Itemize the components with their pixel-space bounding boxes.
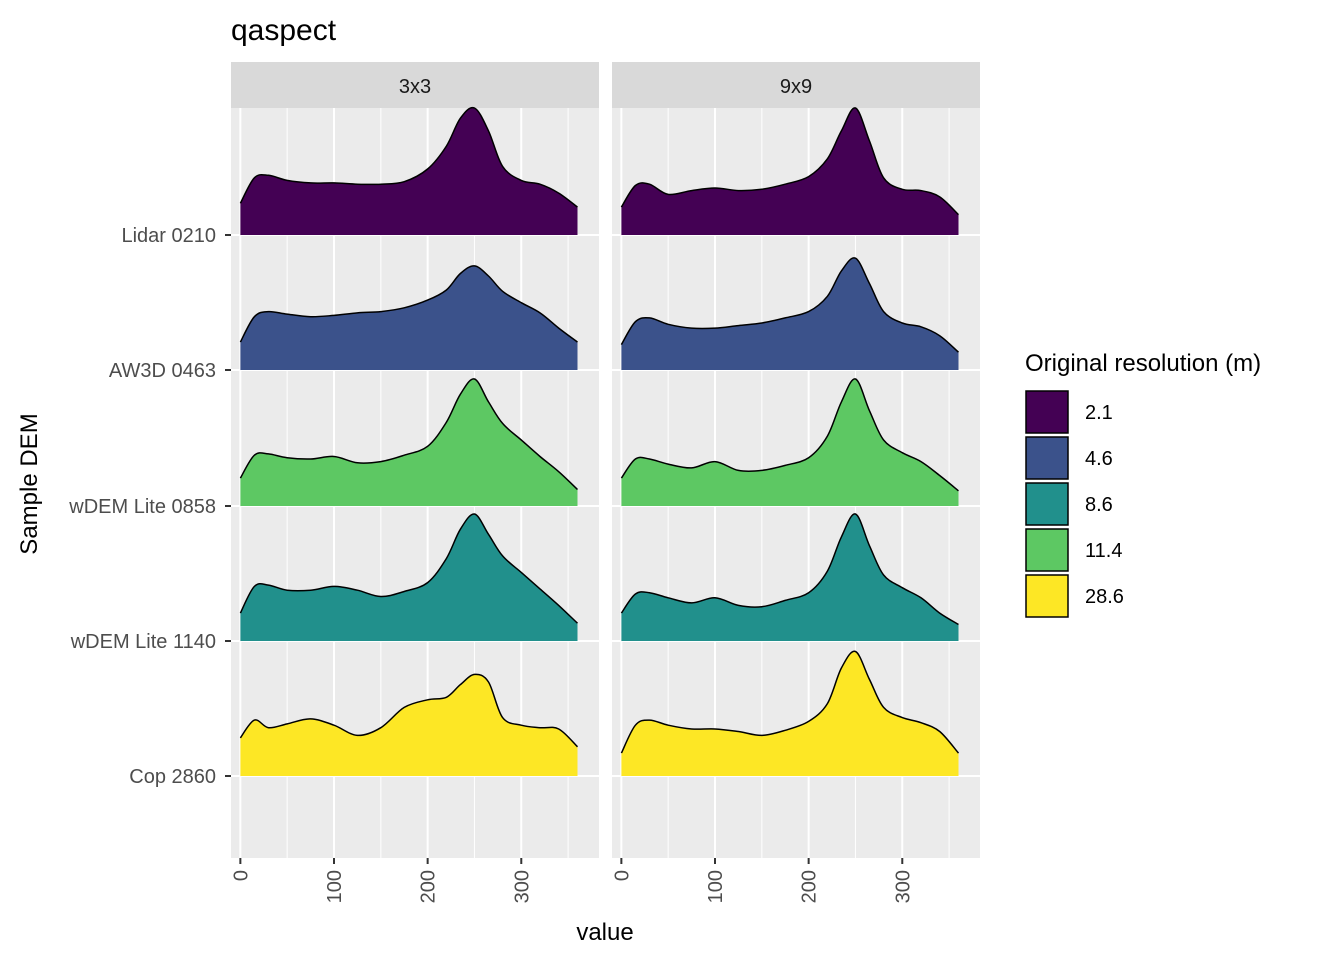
ridge-aw3d-0463-3x3	[240, 265, 578, 370]
ridge-outline	[239, 106, 578, 208]
x-tick-label: 300	[511, 870, 533, 903]
panel-3x3: 3x3	[231, 62, 599, 858]
legend: Original resolution (m) 2.1 4.6 8.6 11.4 28.…	[1025, 350, 1261, 618]
ridge-wdem-lite-1140-9x9	[621, 513, 959, 641]
y-axis-title: Sample DEM	[16, 413, 43, 554]
x-tick-label: 0	[611, 870, 633, 881]
ridge-outline	[620, 378, 959, 492]
legend-label: 4.6	[1085, 448, 1113, 470]
chart-title: qaspect	[231, 14, 337, 47]
x-tick-label: 100	[324, 870, 346, 903]
y-tick-label: Lidar 0210	[121, 225, 216, 247]
facet-strip	[231, 62, 599, 108]
legend-key	[1025, 390, 1069, 434]
ridge-outline	[620, 650, 960, 754]
ridge-outline	[620, 257, 959, 353]
x-axis-title: value	[576, 919, 633, 946]
ridge-lidar-0210-9x9	[621, 107, 959, 235]
facet-strip	[612, 62, 980, 108]
x-axes: 0 100 200 300 0 100 200 300	[230, 858, 914, 903]
x-tick-label: 200	[418, 870, 440, 903]
legend-key	[1025, 574, 1069, 618]
legend-key	[1025, 482, 1069, 526]
x-tick-label: 300	[892, 870, 914, 903]
ridge-outline	[239, 378, 579, 491]
facet-label: 9x9	[780, 76, 812, 98]
y-tick-label: Cop 2860	[129, 766, 216, 788]
y-tick-label: wDEM Lite 1140	[70, 631, 216, 653]
legend-label: 8.6	[1085, 494, 1113, 516]
ridge-outline	[239, 513, 579, 624]
ridge-outline	[620, 513, 959, 626]
facet-label: 3x3	[399, 76, 431, 98]
ridge-wdem-lite-0858-9x9	[621, 378, 959, 506]
legend-key	[1025, 528, 1069, 572]
legend-label: 11.4	[1085, 540, 1122, 562]
legend-label: 2.1	[1085, 402, 1113, 424]
ridge-outline	[239, 673, 579, 748]
x-tick-label: 100	[705, 870, 727, 903]
ridge-cop-2860-9x9	[621, 651, 959, 776]
legend-key	[1025, 436, 1069, 480]
facet-panels: 3x3 9x9	[231, 62, 980, 858]
ridge-wdem-lite-1140-3x3	[240, 513, 578, 641]
y-tick-label: AW3D 0463	[109, 360, 216, 382]
y-tick-label: wDEM Lite 0858	[68, 496, 216, 518]
legend-title: Original resolution (m)	[1025, 350, 1261, 377]
legend-label: 28.6	[1085, 586, 1124, 608]
ridge-lidar-0210-3x3	[240, 107, 578, 235]
x-tick-label: 200	[799, 870, 821, 903]
panel-9x9: 9x9	[612, 62, 980, 858]
ridge-aw3d-0463-9x9	[621, 257, 959, 370]
y-axis: Lidar 0210 AW3D 0463 wDEM Lite 0858 wDEM Li…	[68, 225, 231, 788]
ridge-cop-2860-3x3	[240, 674, 578, 776]
x-tick-label: 0	[230, 870, 252, 881]
ridge-outline	[620, 107, 960, 216]
ridge-outline	[239, 265, 578, 343]
